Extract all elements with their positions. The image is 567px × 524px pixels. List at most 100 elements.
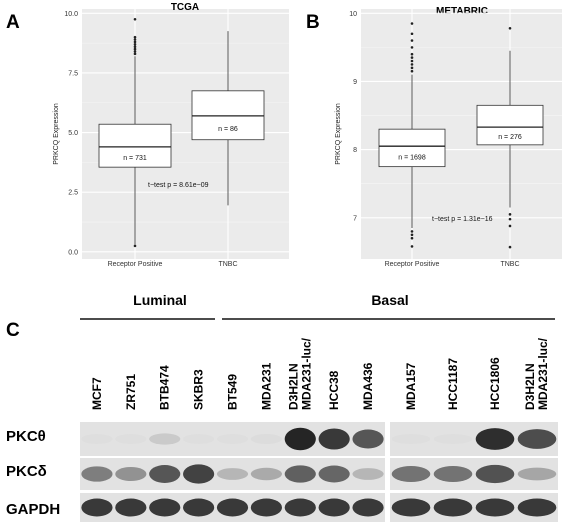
band: [81, 434, 113, 444]
boxplot-tcga: TCGA PRKCQ Expression 0.0 2.5 5.0 7.5 10.0 n …: [53, 2, 289, 268]
band: [149, 465, 181, 483]
outlier-point: [133, 50, 137, 53]
outlier-point: [508, 224, 512, 228]
y-tick-label: 5.0: [68, 130, 78, 137]
outlier-point: [410, 245, 414, 248]
lane-label: BT549: [226, 374, 240, 410]
lane-label: HCC38: [327, 370, 341, 410]
outlier-point: [410, 32, 414, 36]
n-label: n = 276: [498, 134, 522, 141]
band: [433, 466, 473, 482]
outlier-point: [508, 217, 512, 221]
outlier-point: [410, 63, 414, 66]
outlier-point: [410, 69, 414, 73]
band: [391, 434, 431, 444]
protein-label-pkc-delta: PKCδ: [6, 463, 47, 480]
protein-label-pkc-theta: PKCθ: [6, 428, 46, 445]
outlier-point: [133, 244, 137, 248]
band: [115, 434, 147, 444]
band: [284, 498, 316, 517]
outlier-point: [410, 230, 414, 233]
band: [318, 498, 350, 517]
n-label: n = 86: [218, 126, 238, 133]
outlier-point: [133, 47, 137, 51]
chart-title: TCGA: [171, 2, 199, 13]
x-tick-label: Receptor Positive: [108, 261, 163, 268]
lane-label: ZR751: [124, 374, 138, 410]
band: [250, 467, 282, 481]
n-label: n = 1698: [398, 154, 426, 161]
lane-label: BTB474: [158, 365, 172, 410]
n-label: n = 731: [123, 155, 147, 162]
y-axis-label: PRKCQ Expression: [53, 103, 60, 165]
band: [433, 434, 473, 444]
y-tick-label: 7: [353, 215, 357, 222]
outlier-point: [410, 56, 414, 59]
band: [81, 498, 113, 517]
band: [115, 466, 147, 482]
y-tick-label: 2.5: [68, 190, 78, 197]
band: [517, 467, 557, 481]
panel-letter-c: C: [6, 320, 20, 341]
protein-label-gapdh: GAPDH: [6, 501, 60, 518]
lane-label: MDA436: [361, 362, 375, 410]
band: [433, 498, 473, 517]
band: [250, 434, 282, 444]
panel-letter-b: B: [306, 12, 320, 33]
boxplot-metabric: METABRIC PRKCQ Expression 7 8 9 10 n = 1698 n…: [335, 6, 562, 268]
box: [378, 128, 446, 168]
outlier-point: [133, 52, 137, 56]
outlier-point: [133, 35, 137, 39]
y-tick-label: 0.0: [68, 249, 78, 256]
panel-letter-a: A: [6, 12, 20, 33]
band: [183, 434, 215, 444]
outlier-point: [508, 245, 512, 249]
chart-title: METABRIC: [436, 6, 488, 17]
outlier-point: [410, 46, 414, 49]
y-tick-label: 8: [353, 147, 357, 154]
outlier-point: [133, 43, 137, 46]
x-tick-label: Receptor Positive: [385, 261, 440, 268]
group-label-basal: Basal: [371, 292, 408, 308]
band: [115, 498, 147, 517]
lane-label: HCC1806: [488, 357, 502, 410]
band: [475, 464, 515, 484]
box: [476, 104, 544, 146]
band: [183, 464, 215, 484]
band: [475, 498, 515, 517]
outlier-point: [133, 17, 137, 21]
band: [475, 428, 515, 450]
ttest-annotation: t−test p = 1.31e−16: [432, 216, 493, 223]
outlier-point: [410, 66, 414, 70]
band: [183, 498, 215, 517]
western-blot: Luminal Basal MCF7 ZR751 BTB474 SKBR3 BT549 M…: [6, 292, 558, 522]
lane-label: HCC1187: [446, 358, 460, 410]
band: [517, 429, 557, 449]
band: [318, 465, 350, 483]
band: [216, 498, 249, 517]
band: [391, 498, 431, 517]
band: [81, 466, 113, 482]
band: [352, 429, 384, 449]
y-tick-label: 9: [353, 79, 357, 86]
outlier-point: [410, 22, 414, 25]
outlier-point: [508, 213, 512, 216]
y-axis-label: PRKCQ Expression: [335, 103, 342, 165]
band: [216, 434, 249, 444]
outlier-point: [410, 59, 414, 63]
lane-label: MCF7: [90, 377, 104, 410]
y-tick-label: 10.0: [64, 11, 78, 18]
band: [149, 433, 181, 445]
band: [149, 498, 181, 517]
band: [250, 498, 282, 517]
outlier-point: [133, 45, 137, 48]
lane-label: SKBR3: [192, 369, 206, 410]
band: [517, 498, 557, 517]
group-label-luminal: Luminal: [133, 292, 187, 308]
lane-label: MDA231-luc/D3H2LN: [523, 337, 550, 410]
outlier-point: [410, 233, 414, 237]
band: [352, 468, 384, 480]
outlier-point: [410, 52, 414, 56]
ttest-annotation: t−test p = 8.61e−09: [148, 182, 209, 189]
